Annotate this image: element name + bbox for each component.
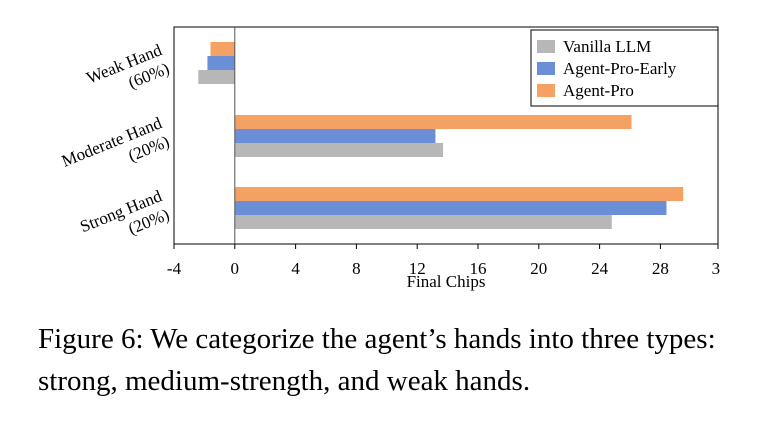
x-axis-title: Final Chips (407, 272, 486, 291)
category-label: Moderate Hand(20%) (59, 113, 172, 171)
bar-agent-pro-weak-hand (210, 42, 235, 56)
x-tick-label: 0 (231, 259, 240, 278)
category-label: Weak Hand(60%) (84, 40, 172, 92)
x-tick-label: 12 (409, 259, 426, 278)
legend-label: Vanilla LLM (563, 37, 651, 56)
x-tick-label: 16 (470, 259, 487, 278)
figure-caption: Figure 6: We categorize the agent’s hand… (38, 323, 716, 397)
bar-agent-pro-early-strong-hand (234, 201, 667, 215)
bar-agent-pro-strong-hand (234, 187, 684, 201)
legend-label: Agent-Pro (563, 81, 634, 100)
x-tick-label: 8 (352, 259, 361, 278)
bar-agent-pro-early-weak-hand (207, 56, 235, 70)
category-label: Strong Hand(20%) (77, 186, 172, 238)
x-tick-label: -4 (167, 259, 182, 278)
legend-swatch (537, 62, 555, 75)
bar-vanilla-llm-weak-hand (198, 70, 235, 84)
tick-label-clip (721, 256, 751, 280)
bar-vanilla-llm-strong-hand (234, 215, 612, 229)
plot-frame (173, 26, 719, 245)
bar-agent-pro-moderate-hand (234, 115, 632, 129)
bar-agent-pro-early-moderate-hand (234, 129, 436, 143)
x-tick-label: 28 (652, 259, 669, 278)
legend-swatch (537, 84, 555, 97)
legend-box (530, 29, 719, 107)
legend-swatch (537, 40, 555, 53)
legend-label: Agent-Pro-Early (563, 59, 677, 78)
x-tick-label: 24 (591, 259, 609, 278)
bar-vanilla-llm-moderate-hand (234, 143, 444, 157)
x-tick-label: 20 (530, 259, 547, 278)
x-tick-label: 4 (291, 259, 300, 278)
